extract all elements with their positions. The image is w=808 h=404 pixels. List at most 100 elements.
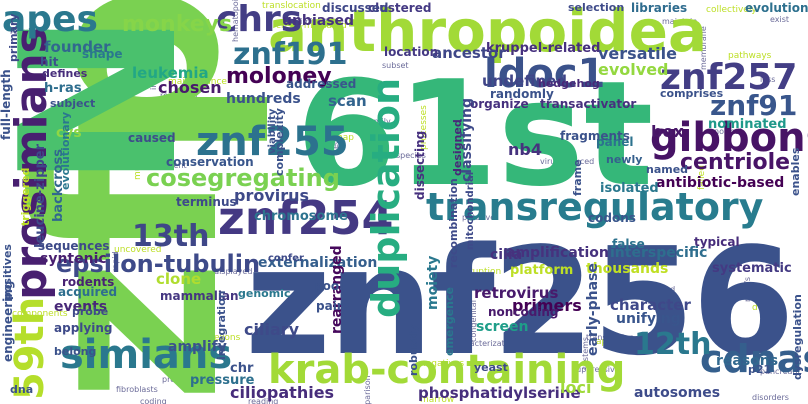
word-versatile: versatile — [598, 44, 677, 63]
word-pressure: pressure — [190, 373, 255, 388]
word-gibbons: gibbons — [650, 115, 808, 161]
word-cys: cys — [56, 125, 82, 141]
faint-word: uncovered — [114, 245, 162, 255]
word-evolution: evolution — [745, 1, 808, 15]
word-recombination: recombination — [447, 178, 460, 268]
faint-word: product — [162, 375, 193, 384]
faint-word: fibroblasts — [116, 385, 158, 394]
faint-word: pancreatic — [760, 367, 803, 376]
word-retrovirus: retrovirus — [474, 284, 559, 302]
word-addressed: addressed — [286, 77, 357, 91]
word-amplify: amplify — [168, 339, 227, 355]
word-dissecting: dissecting — [413, 130, 427, 200]
word-applying: applying — [54, 321, 113, 335]
word-p21: p21 — [748, 363, 772, 376]
word-acquired: acquired — [58, 285, 118, 299]
word-early-phase: early-phase — [585, 263, 601, 356]
word-libraries: libraries — [631, 1, 688, 15]
faint-word: subsequent — [140, 161, 187, 170]
faint-word: crispr-mediated — [276, 21, 347, 31]
word-location: location — [384, 45, 439, 59]
word-moloney: moloney — [226, 64, 332, 89]
faint-word: subset — [382, 61, 409, 70]
word-dna: dna — [10, 383, 34, 396]
faint-word: displayed — [214, 267, 253, 276]
word-simians: simians — [60, 332, 233, 378]
word-subject: subject — [50, 97, 96, 110]
word-yeast: yeast — [474, 361, 508, 374]
word-triggered: triggered — [19, 167, 32, 226]
word-mitochondrial: mitochondrial — [465, 171, 476, 250]
faint-word: exons — [214, 333, 241, 343]
faint-word: virus-induced — [540, 157, 595, 166]
faint-word: significance — [138, 207, 192, 217]
word-krab-containing: krab-containing — [268, 347, 626, 393]
faint-word: loss — [760, 75, 776, 84]
word-externalization: externalization — [258, 255, 378, 271]
word-leukemia: leukemia — [132, 64, 209, 82]
word-phosphatidylserine: phosphatidylserine — [418, 384, 581, 402]
word-defines: defines — [42, 67, 88, 80]
word-robustly: robustly — [407, 324, 420, 376]
word-znf256: znf256 — [245, 216, 795, 388]
faint-word: maintain — [662, 17, 698, 26]
word-selection: selection — [568, 1, 625, 14]
faint-word: apoptotic — [596, 337, 639, 347]
word-codons: codons — [588, 211, 636, 225]
word-znf254: znf254 — [218, 191, 394, 245]
faint-word: collectively — [706, 5, 757, 15]
word-organize: organize — [470, 97, 529, 111]
word-newly: newly — [606, 153, 643, 166]
faint-word: normal — [714, 127, 743, 136]
word-comprises: comprises — [660, 87, 724, 100]
word-terminus: terminus — [176, 195, 237, 209]
faint-word: putative — [462, 213, 496, 222]
word-fragments: fragments — [560, 129, 630, 143]
word-events: events — [54, 299, 108, 315]
faint-word: pathways — [728, 51, 772, 61]
word-sequences: sequences — [38, 239, 110, 253]
word-12th: 12th — [634, 327, 712, 362]
word-kruppel-related: kruppel-related — [486, 41, 601, 56]
faint-word: reading — [248, 397, 279, 404]
word-unifying: unifying — [616, 311, 681, 327]
faint-word: transfection — [586, 333, 635, 342]
word-ciliary: ciliary — [244, 320, 300, 339]
word-frame: frame — [571, 159, 584, 196]
word-conservation: conservation — [166, 155, 254, 169]
word-named: named — [646, 163, 689, 176]
word-61st: 61st — [296, 50, 654, 219]
word-znf91: znf91 — [710, 89, 798, 122]
word-primary: primary — [7, 13, 20, 62]
faint-word: family — [366, 117, 391, 126]
word-centriole: centriole — [680, 150, 791, 175]
word-box: box — [651, 122, 684, 141]
word-hedgehog: hedgehog — [538, 77, 600, 90]
word-h-ras: h-ras — [44, 81, 82, 96]
word-integration: integration — [215, 290, 228, 360]
word-loci: loci — [560, 378, 592, 397]
faint-word: characterization — [452, 339, 517, 348]
word-znf255: znf255 — [196, 119, 349, 165]
word-viability: viability — [267, 108, 278, 154]
word-character: character — [610, 296, 691, 314]
faint-word: represent — [160, 91, 199, 100]
word-reasons: reasons — [716, 353, 779, 369]
word-pairs: pairs — [316, 299, 350, 313]
faint-word: conditional — [96, 209, 141, 218]
word-evolved: evolved — [598, 60, 669, 79]
word-amplification: amplification — [506, 245, 609, 261]
word-emergence: emergence — [443, 287, 456, 356]
word-chromosome: chromosome — [254, 209, 348, 224]
word-platform: platform — [510, 263, 574, 278]
word-nb4: nb4 — [508, 140, 542, 159]
word-duplication: duplication — [364, 77, 408, 318]
word-confer: confer — [268, 253, 304, 264]
faint-word: components — [12, 309, 68, 319]
word-monkeys: monkeys — [122, 12, 233, 37]
faint-word: marrow — [420, 395, 455, 404]
word-13th: 13th — [132, 219, 210, 254]
word-cosegregating: cosegregating — [146, 164, 340, 192]
word-nominated: nominated — [708, 117, 787, 132]
